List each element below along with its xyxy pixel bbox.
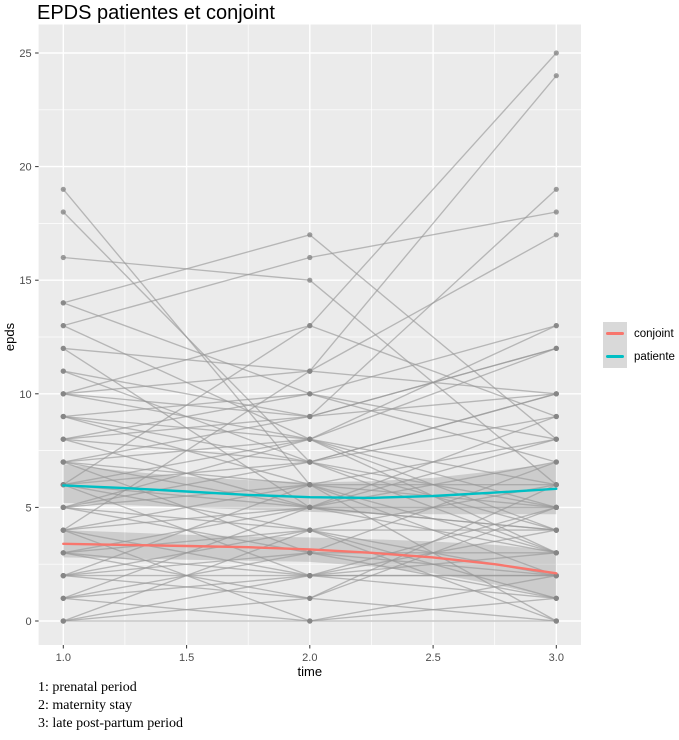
footnotes: 1: prenatal period 2: maternity stay 3: …	[38, 679, 183, 733]
legend-label-conjoint: conjoint	[634, 327, 674, 340]
svg-text:25: 25	[19, 48, 31, 60]
footnote-line: 2: maternity stay	[38, 698, 133, 713]
svg-text:5: 5	[25, 502, 31, 514]
legend-item-patiente: patiente	[603, 345, 675, 368]
svg-text:3.0: 3.0	[549, 652, 564, 664]
legend-key-patiente	[603, 345, 627, 368]
svg-text:0: 0	[25, 616, 31, 628]
patiente-line-swatch-icon	[606, 355, 624, 358]
svg-text:10: 10	[19, 389, 31, 401]
svg-text:2.5: 2.5	[425, 652, 440, 664]
legend-item-conjoint: conjoint	[603, 322, 675, 345]
svg-text:1.5: 1.5	[179, 652, 194, 664]
svg-text:20: 20	[19, 162, 31, 174]
svg-text:epds: epds	[2, 322, 17, 351]
svg-text:2.0: 2.0	[302, 652, 317, 664]
legend: conjoint patiente	[603, 322, 675, 368]
footnote-line: 1: prenatal period	[38, 680, 137, 695]
legend-key-conjoint	[603, 322, 627, 345]
conjoint-line-swatch-icon	[606, 332, 624, 335]
chart-title: EPDS patientes et conjoint	[37, 2, 275, 24]
svg-text:15: 15	[19, 275, 31, 287]
footnote-line: 3: late post-partum period	[38, 716, 184, 731]
legend-label-patiente: patiente	[634, 350, 675, 363]
svg-text:1.0: 1.0	[56, 652, 71, 664]
svg-text:time: time	[298, 664, 323, 679]
